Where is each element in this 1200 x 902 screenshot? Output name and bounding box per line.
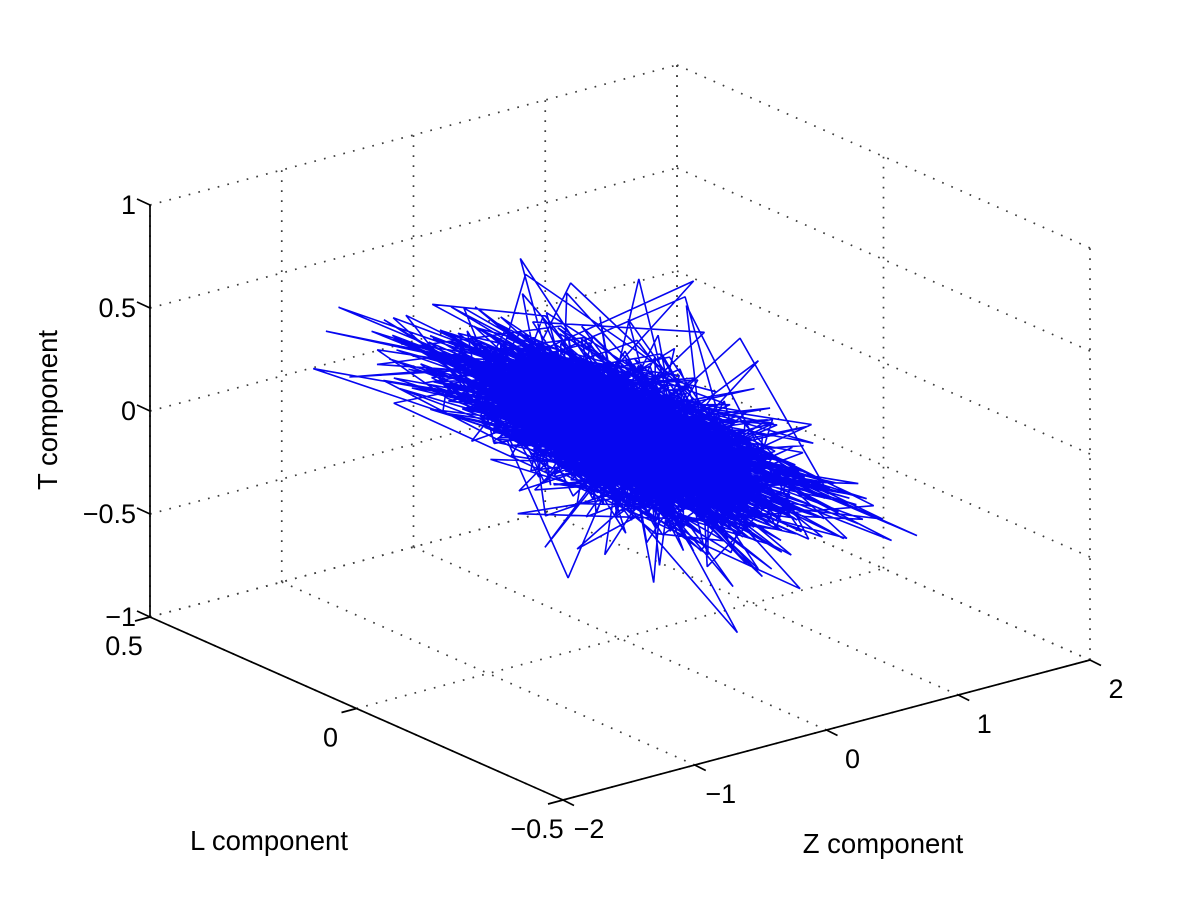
l-axis-tick	[341, 707, 357, 714]
grid-line	[149, 476, 678, 618]
trajectory-line	[312, 258, 918, 634]
z-axis-tick-label: −2	[574, 814, 605, 844]
z-axis-tick	[562, 799, 575, 807]
z-axis-tick-label: 0	[845, 744, 860, 774]
l-axis-tick-label: −0.5	[510, 814, 563, 844]
z-axis-tick	[826, 729, 838, 737]
l-axis-tick	[134, 616, 151, 622]
grid-line	[413, 546, 827, 731]
t-axis-tick-label: −1	[105, 602, 136, 632]
grid-line	[149, 64, 678, 206]
t-axis-tick	[136, 507, 151, 515]
t-axis-tick-label: −0.5	[83, 499, 136, 529]
l-component-axis-title: L component	[190, 825, 348, 856]
l-axis-tick	[547, 799, 564, 805]
t-axis-tick	[136, 301, 151, 309]
z-axis-tick-label: −1	[705, 779, 736, 809]
z-component-axis-title: Z component	[803, 828, 964, 859]
t-axis-tick	[136, 610, 151, 618]
z-axis-tick	[1089, 659, 1102, 667]
t-axis-tick	[136, 404, 151, 412]
t-axis-tick	[136, 198, 151, 206]
z-axis-tick	[957, 694, 970, 702]
t-axis-tick-label: 1	[121, 190, 136, 220]
l-axis-tick-label: 0	[323, 723, 338, 753]
tick-marks	[134, 198, 1102, 807]
grid-line	[676, 167, 1091, 352]
grid-line	[281, 581, 696, 766]
grid-line	[149, 167, 678, 309]
t-component-axis-title: T component	[32, 330, 63, 490]
grid-line	[356, 567, 884, 710]
z-axis-tick-label: 2	[1108, 674, 1123, 704]
z-axis-tick-label: 1	[977, 709, 992, 739]
grid-line	[149, 270, 678, 412]
l-axis-tick-label: 0.5	[105, 631, 143, 661]
grid-line	[149, 373, 678, 515]
t-axis-tick-label: 0	[121, 396, 136, 426]
t-axis-tick-label: 0.5	[98, 293, 136, 323]
z-axis-tick	[694, 764, 707, 772]
